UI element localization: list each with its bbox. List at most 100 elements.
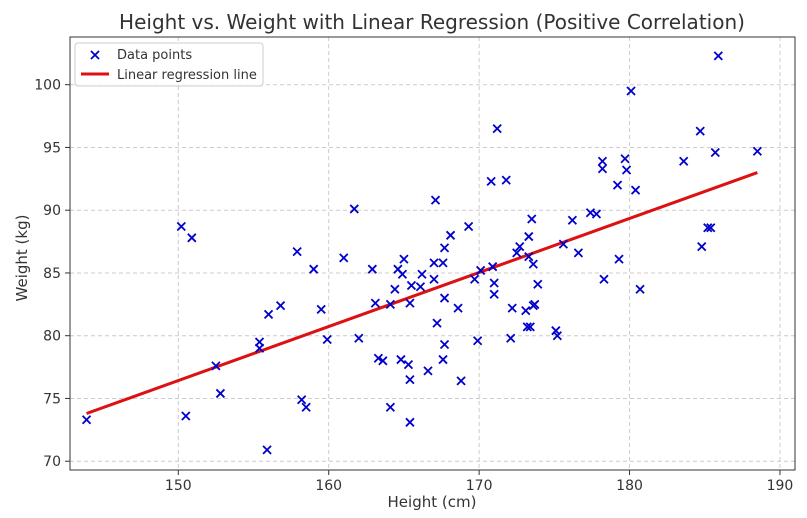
data-point-stroke <box>524 252 534 262</box>
data-point-stroke <box>349 204 359 214</box>
data-point-stroke <box>262 445 272 455</box>
data-point-stroke <box>405 374 415 385</box>
data-point <box>430 195 441 205</box>
data-point <box>354 333 364 343</box>
data-point <box>620 154 630 164</box>
data-point <box>597 156 608 166</box>
data-point-stroke <box>367 264 377 274</box>
data-point <box>275 300 286 311</box>
data-point <box>397 269 408 279</box>
data-point <box>472 336 483 346</box>
data-point-stroke <box>81 415 92 425</box>
data-point-stroke <box>567 215 578 225</box>
axis-ticks: 150 160 170 180 190 70 75 80 85 90 95 100 <box>34 78 793 494</box>
data-point <box>597 164 608 174</box>
data-point <box>396 354 406 365</box>
data-point-stroke <box>530 299 540 309</box>
data-point-stroke <box>417 269 427 279</box>
data-point-stroke <box>489 289 499 299</box>
legend-label-data-points: Data points <box>117 48 192 63</box>
data-point-stroke <box>472 336 483 346</box>
data-point <box>530 299 540 309</box>
data-point <box>292 246 302 257</box>
data-point-stroke <box>626 86 636 96</box>
data-point <box>262 445 272 455</box>
data-point <box>475 265 486 276</box>
data-point <box>695 126 705 136</box>
data-point-stroke <box>403 359 414 370</box>
data-point <box>506 333 516 343</box>
data-point-stroke <box>309 264 319 274</box>
data-point <box>297 395 307 405</box>
data-point <box>316 304 326 314</box>
data-point-stroke <box>378 356 388 366</box>
data-point-stroke <box>453 303 463 313</box>
data-point-stroke <box>275 300 286 311</box>
data-point <box>406 280 417 291</box>
data-point <box>385 402 396 412</box>
data-point-stroke <box>630 185 641 195</box>
legend: Data points Linear regression line <box>74 42 264 87</box>
data-point <box>713 51 723 61</box>
data-point <box>429 258 439 268</box>
data-point <box>524 231 534 242</box>
data-point-stroke <box>599 274 609 284</box>
data-point <box>515 241 525 252</box>
data-point <box>489 278 499 288</box>
data-point <box>679 156 689 166</box>
x-tick-label: 160 <box>315 478 342 494</box>
data-point <box>463 221 474 232</box>
data-point <box>501 175 511 185</box>
x-tick-label: 170 <box>466 478 493 494</box>
data-point <box>439 293 450 303</box>
data-point <box>558 239 568 249</box>
grid-lines <box>70 37 795 470</box>
legend-scatter-marker <box>90 50 100 60</box>
data-point <box>614 254 624 264</box>
data-points-layer <box>81 51 763 455</box>
data-point-stroke <box>469 274 480 284</box>
data-point-stroke <box>396 354 406 365</box>
data-point-stroke <box>463 221 474 232</box>
data-point-stroke <box>339 253 349 263</box>
data-point <box>405 298 415 308</box>
data-point-stroke <box>181 411 191 421</box>
data-point <box>492 123 502 134</box>
data-point <box>405 374 415 385</box>
data-point <box>527 214 537 224</box>
data-point-stroke <box>501 175 511 185</box>
data-point-stroke <box>528 259 538 269</box>
data-point-stroke <box>432 318 442 328</box>
data-point-stroke <box>385 299 396 309</box>
x-tick-label: 180 <box>616 478 643 494</box>
data-point <box>567 215 578 225</box>
data-point <box>378 356 388 366</box>
data-point <box>215 388 226 399</box>
data-point <box>301 402 311 412</box>
data-point <box>512 248 522 258</box>
data-point-stroke <box>393 264 403 274</box>
data-point <box>254 343 265 353</box>
data-point <box>429 274 439 284</box>
data-point-stroke <box>390 284 400 294</box>
x-tick-label: 150 <box>165 478 192 494</box>
data-point-stroke <box>316 304 326 314</box>
y-axis-label: Weight (kg) <box>13 215 31 302</box>
data-point-stroke <box>423 366 433 376</box>
data-point-stroke <box>211 361 221 371</box>
data-point-stroke <box>695 126 705 136</box>
data-point-stroke <box>507 303 517 313</box>
data-point-stroke <box>215 388 226 399</box>
y-tick-label: 100 <box>34 78 61 94</box>
data-point <box>367 264 377 274</box>
data-point-stroke <box>438 258 448 268</box>
data-point <box>370 298 380 308</box>
data-point <box>349 204 359 214</box>
data-point <box>524 252 534 262</box>
data-point <box>181 411 191 421</box>
regression-line <box>86 171 758 415</box>
data-point <box>710 147 720 158</box>
data-point <box>438 354 448 365</box>
data-point <box>630 185 641 195</box>
